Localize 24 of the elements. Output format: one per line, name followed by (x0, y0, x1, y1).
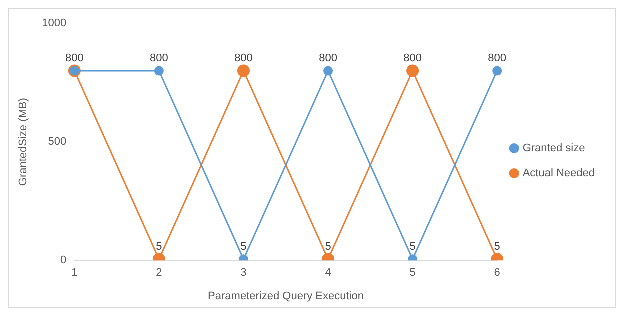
data-label: 5 (156, 240, 162, 253)
text: 800 (65, 52, 84, 65)
text: 800 (319, 52, 338, 65)
x-tick-label: 3 (240, 267, 247, 280)
x-tick-label: 4 (325, 267, 332, 280)
legend-label: Actual Needed (522, 168, 596, 180)
text: 800 (150, 52, 168, 65)
y-axis-title: GrantedSize (MB) (18, 98, 30, 186)
data-label: 800 (404, 52, 422, 65)
y-tick-label: 0 (60, 254, 67, 267)
y-tick-label: 1000 (42, 18, 67, 30)
data-label: 5 (325, 240, 332, 253)
x-tick-label: 1 (72, 267, 78, 280)
x-tick-label: 6 (494, 267, 500, 280)
y-tick-label: 500 (48, 136, 67, 148)
text: 5 (410, 240, 416, 253)
x-tick-label: 5 (410, 267, 416, 280)
x-tick-label: 2 (156, 267, 162, 280)
legend-label: Granted size (522, 142, 586, 155)
text: 800 (488, 52, 507, 65)
text: 5 (240, 240, 247, 253)
data-label: 5 (494, 240, 500, 253)
data-label: 800 (234, 52, 253, 65)
x-axis-title: Parameterized Query Execution (208, 290, 364, 302)
